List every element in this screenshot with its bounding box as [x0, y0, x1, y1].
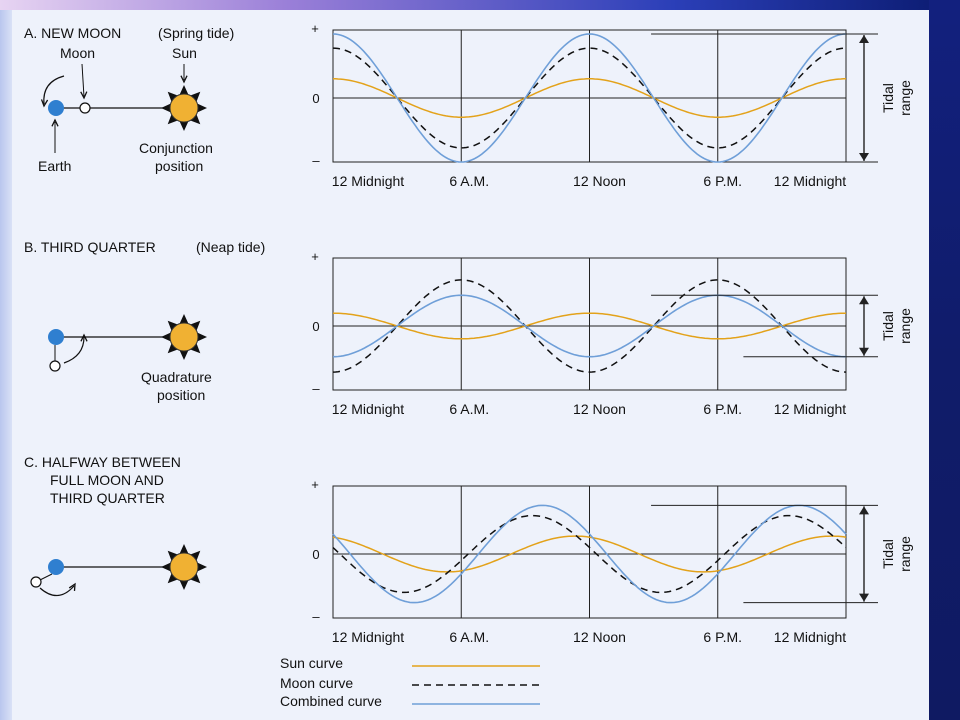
panel-b-range-arrow-head-up [859, 296, 869, 305]
panel-c-title-line1: C. HALFWAY BETWEEN [24, 454, 181, 470]
panel-b-axis-zero: 0 [312, 319, 319, 334]
sun-label: Sun [172, 45, 197, 61]
panel-a-tick-label-5: 12 Midnight [774, 173, 846, 189]
panel-c-range-label-line2: range [897, 536, 913, 572]
panel-c-tick-label-5: 12 Midnight [774, 629, 846, 645]
panel-c-title-line3: THIRD QUARTER [50, 490, 165, 506]
panel-b-subtitle: (Neap tide) [196, 239, 265, 255]
panel-a-sun-curve [333, 78, 846, 118]
panel-a-moon-curve [332, 47, 847, 149]
left-edge-band [0, 10, 12, 720]
panel-a-sun-icon-disk [169, 93, 199, 123]
panel-b-sun-icon-disk [169, 322, 199, 352]
panel-c-earth-icon [48, 559, 64, 575]
panel-b-tick-label-4: 6 P.M. [703, 401, 742, 417]
right-edge-band [929, 0, 960, 720]
panel-a-axis-plus: + [311, 21, 319, 36]
panel-a-range-arrow-head-down [859, 153, 869, 161]
panel-a-tick-label-4: 6 P.M. [703, 173, 742, 189]
panel-c-sun-curve [332, 535, 847, 573]
panel-c-sun-icon [161, 544, 207, 590]
top-gradient-band [0, 0, 960, 10]
legend-combined-label: Combined curve [280, 693, 382, 709]
panel-b-range-label-line2: range [897, 308, 913, 344]
panel-c-combined-curve [332, 504, 847, 604]
panel-b-moon-curve [332, 279, 847, 373]
panel-c-moon-stem [39, 573, 53, 581]
panel-c-tick-label-1: 12 Midnight [332, 629, 404, 645]
panel-b-tick-label-2: 6 A.M. [449, 401, 489, 417]
moon-pointer-head [80, 91, 88, 100]
panel-c-sun-icon-disk [169, 552, 199, 582]
legend-moon-label: Moon curve [280, 675, 353, 691]
panel-c-orbit-arrow-head [68, 582, 76, 592]
panel-b-position-line1: Quadrature [141, 369, 212, 385]
panel-a-orbit-arrow-head [40, 99, 49, 108]
panel-c-title-line2: FULL MOON AND [50, 472, 164, 488]
panel-a-position-line1: Conjunction [139, 140, 213, 156]
panel-b-tick-label-3: 12 Noon [573, 401, 626, 417]
panel-a-earth-icon [48, 100, 64, 116]
panel-b-tick-label-1: 12 Midnight [332, 401, 404, 417]
panel-c-range-arrow-head-down [859, 593, 869, 602]
panel-c-range-label: Tidal range [880, 536, 913, 572]
panel-b-title: B. THIRD QUARTER [24, 239, 156, 255]
panel-b-range-arrow-head-down [859, 347, 869, 356]
panel-b-axis-minus: – [312, 381, 320, 396]
panel-c-tick-label-2: 6 A.M. [449, 629, 489, 645]
panel-c-axis-zero: 0 [312, 547, 319, 562]
panel-a-position-line2: position [155, 158, 203, 174]
panel-a-sun-icon [161, 85, 207, 131]
panel-b-position-line2: position [157, 387, 205, 403]
panel-b-sun-icon [161, 314, 207, 360]
panel-a-range-label-line2: range [897, 80, 913, 116]
panel-a-title: A. NEW MOON [24, 25, 121, 41]
panel-c-tick-label-4: 6 P.M. [703, 629, 742, 645]
panel-c-moon-icon [30, 576, 42, 588]
panel-b-tick-label-5: 12 Midnight [774, 401, 846, 417]
panel-c-range-arrow-head-up [859, 506, 869, 515]
panel-a-tick-label-3: 12 Noon [573, 173, 626, 189]
panel-a-tick-label-2: 6 A.M. [449, 173, 489, 189]
panel-b-axis-plus: + [311, 249, 319, 264]
panel-c-axis-minus: – [312, 609, 320, 624]
moon-pointer [81, 63, 85, 98]
panel-c-axis-plus: + [311, 477, 319, 492]
slide-panel [12, 10, 929, 720]
panel-a-axis-zero: 0 [312, 91, 319, 106]
panel-a-axis-minus: – [312, 153, 320, 168]
panel-b-orbit-arrow-head [80, 333, 88, 342]
panel-a-combined-curve [332, 33, 847, 163]
panel-a-orbit-arrow [43, 75, 65, 105]
panel-a-range-label-line1: Tidal [880, 83, 896, 113]
panel-b-range-label-line1: Tidal [880, 311, 896, 341]
panel-a-range-label: Tidal range [880, 80, 913, 116]
moon-label: Moon [60, 45, 95, 61]
panel-c-moon-curve [332, 514, 847, 594]
panel-a-range-arrow-head-up [859, 35, 869, 43]
panel-b-earth-icon [48, 329, 64, 345]
panel-b-combined-curve [333, 294, 846, 358]
panel-a-subtitle: (Spring tide) [158, 25, 234, 41]
panel-b-orbit-arrow [63, 336, 85, 364]
panel-c-orbit-arrow [39, 585, 75, 597]
panel-b-range-label: Tidal range [880, 308, 913, 344]
panel-b-sun-curve [333, 312, 846, 340]
panel-c-tick-label-3: 12 Noon [573, 629, 626, 645]
panel-b-moon-icon [49, 360, 61, 372]
panel-a-moon-icon [79, 102, 91, 114]
earth-pointer-head [51, 118, 59, 127]
panel-a-tick-label-1: 12 Midnight [332, 173, 404, 189]
sun-pointer-head [180, 75, 188, 84]
panel-c-range-label-line1: Tidal [880, 539, 896, 569]
earth-label: Earth [38, 158, 71, 174]
legend-sun-label: Sun curve [280, 655, 343, 671]
